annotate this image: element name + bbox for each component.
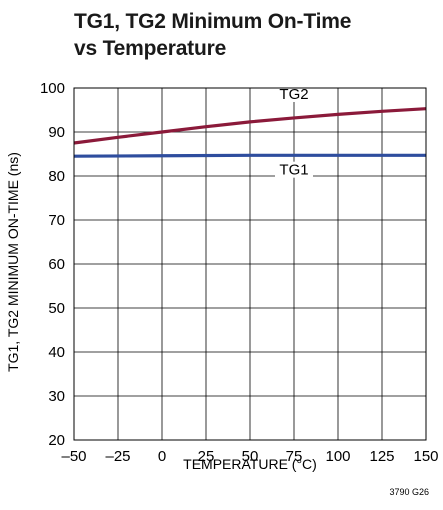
x-tick-label: –25: [105, 448, 130, 465]
y-tick-label: 60: [48, 256, 65, 273]
x-tick-label: –50: [61, 448, 86, 465]
series-layer: TG2 TG1: [73, 86, 427, 179]
series-label-bg-tg2: [275, 86, 313, 102]
x-tick-label: 75: [286, 448, 303, 465]
series-line-tg1: [73, 153, 426, 158]
x-tick-label: 100: [325, 448, 350, 465]
x-tick-label: 50: [242, 448, 259, 465]
series-label-tg1: TG1: [279, 162, 308, 179]
x-tick-label: 125: [369, 448, 394, 465]
chart-title-line-1: TG1, TG2 Minimum On-Time: [74, 10, 352, 33]
series-label-tg2: TG2: [279, 86, 308, 103]
y-tick-label: 50: [48, 300, 65, 317]
grid-lines: [74, 88, 426, 440]
y-tick-label: 30: [48, 388, 65, 405]
tick-labels: –50 –25 0 25 50 75 100 125 150 20 30 40 50 60 70 80 90 10…: [40, 80, 439, 465]
chart-title: TG1, TG2 Minimum On-Time vs Temperature: [74, 8, 351, 62]
x-tick-label: 25: [198, 448, 215, 465]
y-tick-label: 90: [48, 124, 65, 141]
x-tick-label: 150: [413, 448, 438, 465]
plot-frame: [73, 87, 427, 441]
y-tick-label: 70: [48, 212, 65, 229]
y-tick-label: 20: [48, 432, 65, 449]
y-tick-label: 40: [48, 344, 65, 361]
series-label-bg-tg1: [275, 161, 313, 178]
figure-code: 3790 G26: [389, 487, 429, 497]
y-tick-label: 80: [48, 168, 65, 185]
chart-title-line-2: vs Temperature: [74, 37, 227, 60]
x-axis-label: TEMPERATURE (°C): [183, 456, 317, 472]
series-line-tg2: [73, 107, 427, 145]
x-tick-label: 0: [158, 448, 166, 465]
y-tick-label: 100: [40, 80, 65, 97]
